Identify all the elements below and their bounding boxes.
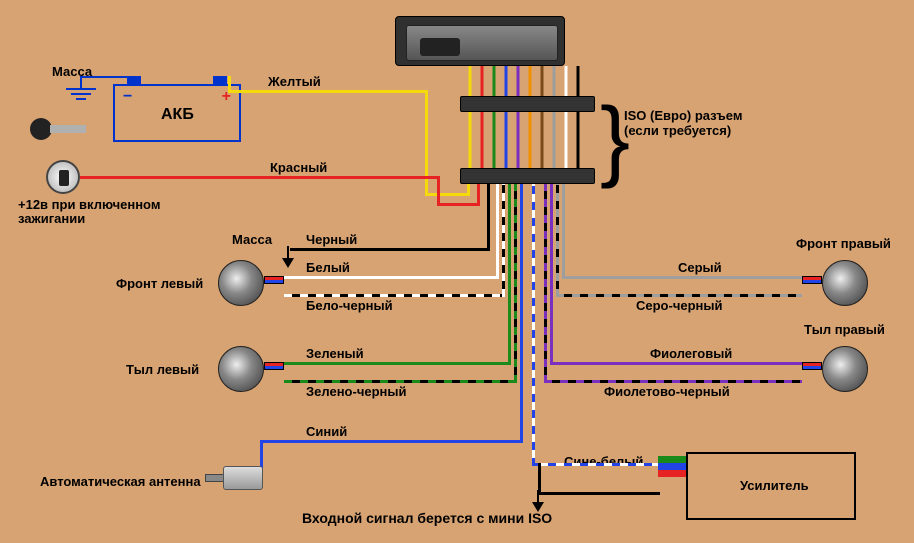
wire-green xyxy=(284,362,511,365)
speaker-front-right xyxy=(822,260,868,306)
grayblack-label: Серо-черный xyxy=(636,298,723,313)
speaker-rear-right xyxy=(822,346,868,392)
blue-label: Синий xyxy=(306,424,347,439)
speaker-front-left xyxy=(218,260,264,306)
wire-red-2 xyxy=(437,176,440,206)
ground-symbol xyxy=(66,80,96,100)
harness-between xyxy=(460,112,595,168)
wire-green-v xyxy=(508,184,511,365)
ground-wire xyxy=(80,76,128,78)
green-label: Зеленый xyxy=(306,346,364,361)
wire-white xyxy=(284,276,499,279)
wire-gray xyxy=(562,276,802,279)
wire-gray-v xyxy=(562,184,565,279)
harness-cable xyxy=(460,66,595,98)
wire-blue-v xyxy=(520,184,523,443)
wire-grayblack xyxy=(556,294,802,297)
greenblack-label: Зелено-черный xyxy=(306,384,406,399)
wire-yellow-2 xyxy=(228,90,428,93)
wire-violet xyxy=(550,362,802,365)
white-label: Белый xyxy=(306,260,350,275)
rl-label: Тыл левый xyxy=(126,362,199,377)
wire-bluewhite-h xyxy=(532,463,660,466)
wire-white-v xyxy=(496,184,499,279)
yellow-label: Желтый xyxy=(268,74,321,89)
ignition-label: +12в при включенном зажигании xyxy=(18,198,160,226)
speaker-fl-terminal xyxy=(264,276,284,284)
rr-label: Тыл правый xyxy=(804,322,885,337)
black-label: Черный xyxy=(306,232,357,247)
violetblack-label: Фиолетово-черный xyxy=(604,384,730,399)
wire-violet-v xyxy=(550,184,553,365)
wire-red-4 xyxy=(477,184,480,206)
violet-label: Фиолеговый xyxy=(650,346,732,361)
speaker-rr-terminal xyxy=(802,362,822,370)
wire-ampgnd-h xyxy=(538,492,660,495)
speaker-fr-terminal xyxy=(802,276,822,284)
amp-terminal xyxy=(658,456,686,476)
iso-connector-top xyxy=(460,96,595,112)
fl-label: Фронт левый xyxy=(116,276,203,291)
wire-bluewhite-v xyxy=(532,184,535,466)
speaker-rl-terminal xyxy=(264,362,284,370)
footer-label: Входной сигнал берется с мини ISO xyxy=(302,510,552,526)
red-label: Красный xyxy=(270,160,327,175)
wire-yellow-1 xyxy=(228,76,231,90)
brace-icon: } xyxy=(600,95,614,185)
wire-greenblack xyxy=(284,380,517,383)
wire-red-3 xyxy=(437,203,480,206)
speaker-rear-left xyxy=(218,346,264,392)
antenna xyxy=(205,458,275,498)
wire-greenblack-v xyxy=(514,184,517,383)
wire-violetblack-v xyxy=(544,184,547,383)
whiteblack-label: Бело-черный xyxy=(306,298,393,313)
ground2-label: Масса xyxy=(232,232,272,247)
wire-violetblack xyxy=(544,380,802,383)
iso-label: ISO (Евро) разъем (если требуется) xyxy=(624,108,742,138)
antenna-label: Автоматическая антенна xyxy=(40,474,201,489)
wire-whiteblack-v xyxy=(502,184,505,297)
wire-yellow-3 xyxy=(425,90,428,196)
amplifier: Усилитель xyxy=(686,452,856,520)
bluewhite-label: Сине-белый xyxy=(564,454,643,469)
wire-yellow-5 xyxy=(467,184,470,196)
head-unit-connector xyxy=(420,38,460,56)
ground-arrow-icon xyxy=(280,246,296,270)
key-icon xyxy=(30,115,86,143)
battery-label: АКБ xyxy=(161,106,194,124)
wire-black-h xyxy=(290,248,490,251)
iso-connector-bottom xyxy=(460,168,595,184)
diagram-canvas: } ISO (Евро) разъем (если требуется) Мас… xyxy=(0,0,914,543)
wire-red-1 xyxy=(80,176,440,179)
wire-grayblack-v xyxy=(556,184,559,297)
wire-whiteblack xyxy=(284,294,505,297)
ignition-switch xyxy=(46,160,80,194)
wire-blue-h xyxy=(260,440,523,443)
amp-label: Усилитель xyxy=(740,478,809,493)
fr-label: Фронт правый xyxy=(796,236,891,251)
wire-yellow-4 xyxy=(425,193,470,196)
gray-label: Серый xyxy=(678,260,722,275)
wire-black-v xyxy=(487,184,490,251)
battery: − + АКБ xyxy=(113,84,241,142)
